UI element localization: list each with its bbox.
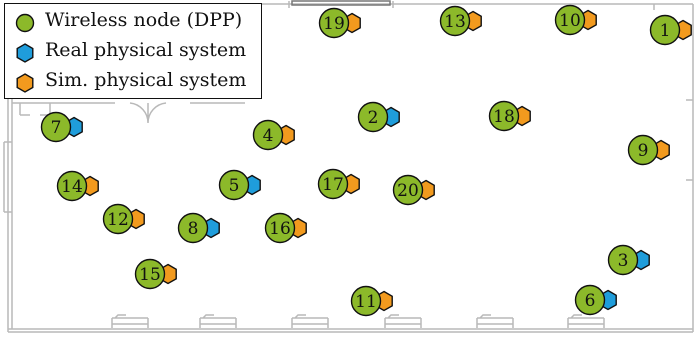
node-label: 14 — [61, 177, 83, 197]
wireless-node-circle — [252, 119, 284, 151]
node-1: 1 — [649, 14, 692, 46]
node-label: 1 — [660, 21, 671, 41]
legend: Wireless node (DPP) Real physical system… — [4, 3, 262, 99]
node-label: 8 — [188, 219, 199, 239]
node-5: 5 — [218, 169, 261, 201]
node-label: 11 — [355, 292, 377, 312]
node-label: 18 — [493, 107, 515, 127]
wireless-node-circle — [554, 4, 586, 36]
fixture — [19, 103, 51, 116]
double-door — [129, 102, 167, 124]
wireless-node-circle — [177, 212, 209, 244]
legend-item-sim-system: Sim. physical system — [5, 68, 261, 96]
wireless-node-circle — [357, 101, 389, 133]
wireless-node-circle — [218, 169, 250, 201]
wireless-node-circle — [649, 14, 681, 46]
wireless-node-circle — [40, 111, 72, 143]
wireless-node-circle — [392, 174, 424, 206]
node-12: 12 — [102, 203, 145, 235]
hexagon-icon — [16, 73, 34, 93]
node-17: 17 — [317, 168, 360, 200]
wireless-node-circle — [264, 212, 296, 244]
hexagon-icon — [16, 43, 34, 63]
top-window — [291, 0, 391, 6]
radiator — [199, 314, 237, 328]
wireless-node-circle — [627, 134, 659, 166]
legend-label: Wireless node (DPP) — [45, 9, 243, 31]
radiator — [567, 314, 605, 328]
radiator — [384, 314, 422, 328]
node-label: 15 — [139, 265, 161, 285]
wireless-node-circle — [134, 258, 166, 290]
wireless-node-circle — [607, 244, 639, 276]
node-13: 13 — [439, 5, 482, 37]
node-3: 3 — [607, 244, 650, 276]
node-10: 10 — [554, 4, 597, 36]
node-16: 16 — [264, 212, 307, 244]
wireless-node-circle — [102, 203, 134, 235]
legend-label: Real physical system — [45, 39, 247, 61]
node-label: 13 — [444, 12, 466, 32]
wireless-node-circle — [350, 285, 382, 317]
node-label: 10 — [559, 11, 581, 31]
node-18: 18 — [488, 100, 531, 132]
node-label: 16 — [269, 219, 291, 239]
node-label: 20 — [397, 181, 419, 201]
legend-label: Sim. physical system — [45, 69, 247, 91]
node-8: 8 — [177, 212, 220, 244]
wireless-node-circle — [56, 170, 88, 202]
radiators — [111, 314, 605, 328]
node-9: 9 — [627, 134, 670, 166]
node-label: 7 — [51, 118, 62, 138]
wireless-node-circle — [439, 5, 471, 37]
radiator — [111, 314, 149, 328]
wireless-node-circle — [318, 7, 350, 39]
node-label: 3 — [618, 251, 629, 271]
radiator — [291, 314, 329, 328]
node-6: 6 — [574, 284, 617, 316]
circle-icon — [15, 13, 35, 33]
node-4: 4 — [252, 119, 295, 151]
floor-plan — [3, 0, 694, 333]
legend-item-real-system: Real physical system — [5, 38, 261, 66]
node-2: 2 — [357, 101, 400, 133]
legend-item-wireless-node: Wireless node (DPP) — [5, 8, 261, 36]
west-door — [3, 141, 12, 213]
node-15: 15 — [134, 258, 177, 290]
node-label: 6 — [585, 291, 596, 311]
wireless-node-circle — [317, 168, 349, 200]
node-label: 12 — [107, 210, 129, 230]
node-label: 5 — [229, 176, 240, 196]
node-label: 9 — [638, 141, 649, 161]
node-7: 7 — [40, 111, 83, 143]
wireless-node-circle — [488, 100, 520, 132]
node-11: 11 — [350, 285, 393, 317]
node-20: 20 — [392, 174, 435, 206]
node-label: 4 — [263, 126, 274, 146]
node-14: 14 — [56, 170, 99, 202]
east-marks — [686, 99, 693, 181]
node-label: 2 — [368, 108, 379, 128]
radiator — [476, 314, 514, 328]
wireless-node-circle — [574, 284, 606, 316]
node-label: 19 — [323, 14, 345, 34]
node-19: 19 — [318, 7, 361, 39]
node-label: 17 — [322, 175, 344, 195]
